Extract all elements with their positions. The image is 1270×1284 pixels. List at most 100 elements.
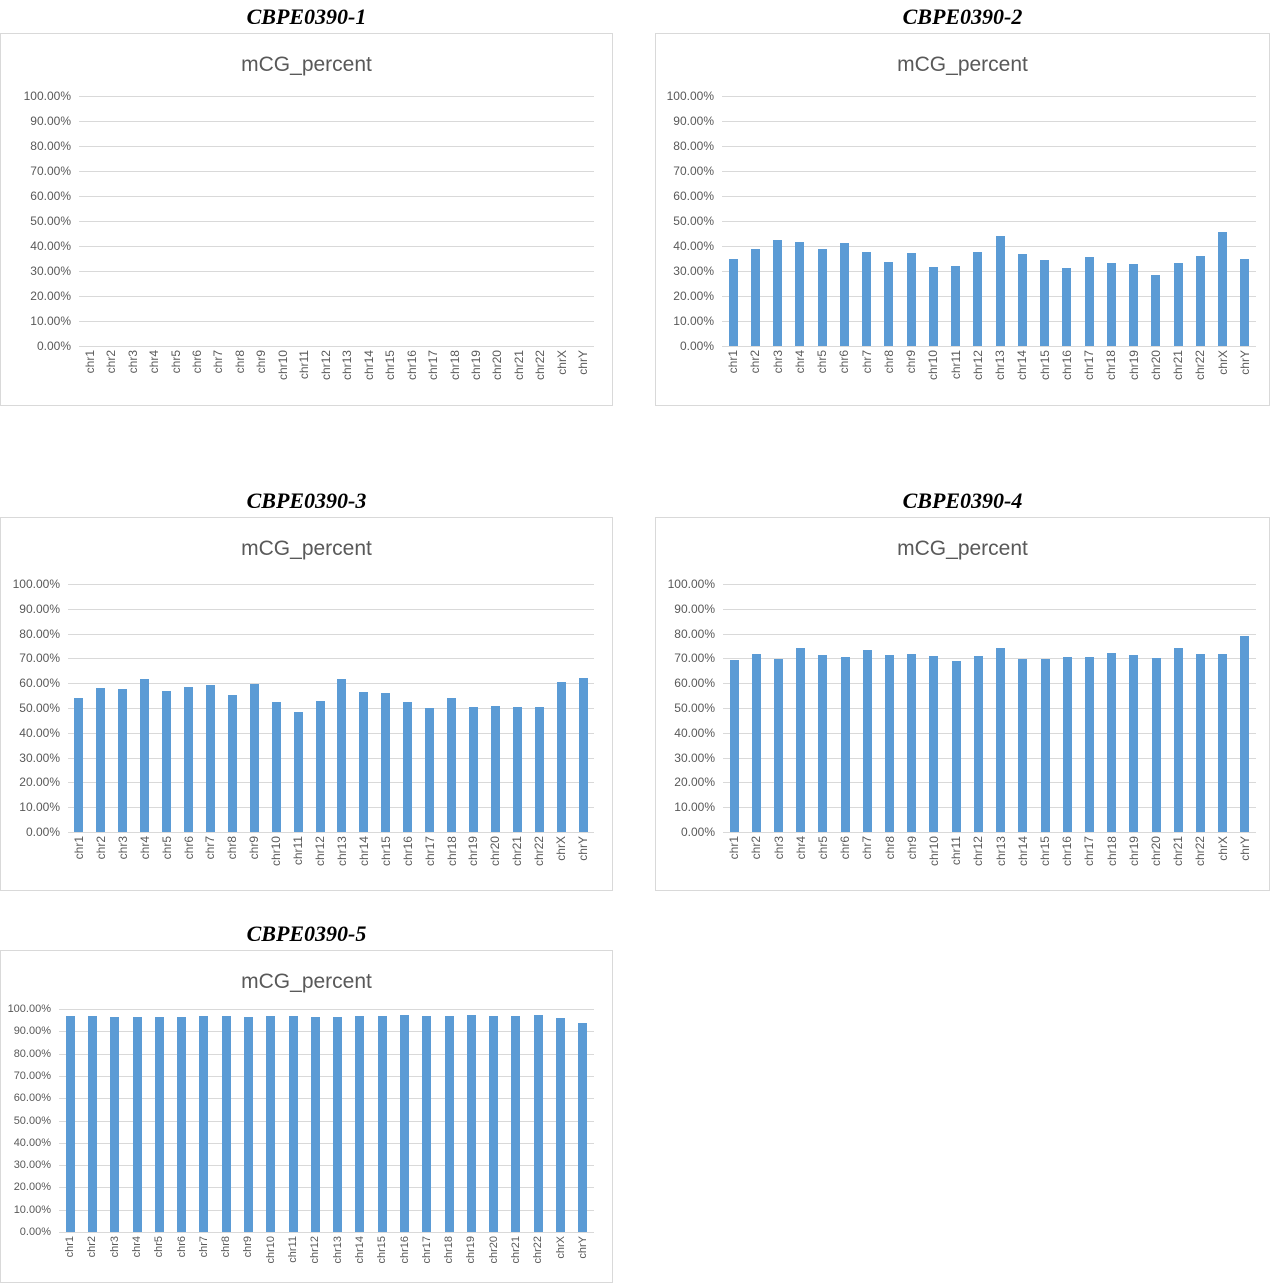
bar-chr11 [951,660,961,832]
bar-chr9 [907,653,917,832]
y-tick-label: 40.00% [673,239,714,253]
axis-title: mCG_percent [897,53,1028,76]
gridline [79,171,594,172]
gridline [723,683,1256,685]
x-tick-label-chrY: chrY [576,350,591,375]
x-tick-label-chr1: chr1 [71,836,86,860]
chart-panel: mCG_percent 0.00% 10.00% 20.00% 30.00% 40.00… [0,33,613,406]
y-tick-label: 20.00% [19,775,60,790]
bar-chr19 [1129,264,1139,346]
x-tick-label-chr9: chr9 [904,836,919,860]
gridline [79,96,594,97]
bar-chrX [556,1017,566,1232]
bar-chr19 [468,706,478,832]
bar-chr3 [773,239,783,346]
bar-chr20 [1151,658,1161,832]
x-tick-label-chr22: chr22 [533,350,548,381]
gridline [723,658,1256,660]
x-tick-label-chr3: chr3 [771,836,786,860]
x-tick-label-chr3: chr3 [125,350,140,374]
bar-chr16 [400,1015,410,1232]
x-tick-label-chr12: chr12 [971,836,986,867]
bar-chr4 [140,678,150,832]
x-tick-label-chr10: chr10 [275,350,290,381]
x-tick-label-chr13: chr13 [993,350,1008,381]
x-tick-label-chr15: chr15 [1037,350,1052,381]
gridline [59,1098,594,1100]
gridline [723,608,1256,610]
chart-title: CBPE0390-1 [246,4,367,29]
bar-chr12 [973,252,983,346]
bar-chr17 [1084,256,1094,346]
x-tick-label-chrX: chrX [554,836,569,861]
x-tick-label-chr8: chr8 [881,350,896,374]
bar-chr15 [1040,658,1050,832]
bar-chr9 [249,684,259,832]
x-tick-label-chr20: chr20 [1149,836,1164,867]
gridline [722,346,1256,347]
bar-chr9 [906,252,916,346]
bar-chr21 [1173,262,1183,346]
x-tick-label-chr22: chr22 [532,1236,545,1264]
bar-chr4 [796,647,806,832]
bar-chr14 [355,1015,365,1232]
y-tick-label: 50.00% [30,214,71,228]
y-tick-label: 50.00% [673,214,714,228]
bar-chr12 [310,1016,320,1232]
bar-chr16 [1062,267,1072,346]
x-tick-label-chr19: chr19 [468,350,483,381]
gridline [68,683,594,685]
x-tick-label-chr9: chr9 [254,350,269,374]
x-tick-label-chr21: chr21 [509,1236,522,1264]
gridline [722,146,1256,147]
chart-title: CBPE0390-4 [902,488,1023,513]
bar-chr1 [65,1016,75,1232]
gridline [79,296,594,297]
bar-chr22 [533,1015,543,1232]
x-tick-label-chr11: chr11 [287,1236,300,1263]
x-tick-label-chr10: chr10 [269,836,284,867]
x-tick-label-chr14: chr14 [353,1236,366,1264]
bar-chr10 [271,702,281,832]
x-tick-label-chr2: chr2 [749,836,764,860]
x-tick-label-chr15: chr15 [376,1236,389,1264]
y-tick-label: 60.00% [674,676,715,691]
chart-panel: mCG_percent 0.00% 10.00% 20.00% 30.00% 40.00… [655,517,1270,891]
gridline [722,96,1256,97]
y-tick-label: 20.00% [13,1181,51,1194]
x-tick-label-chr12: chr12 [309,1236,322,1264]
gridline [59,1009,594,1010]
x-tick-label-chr17: chr17 [426,350,441,381]
bar-chr21 [512,706,522,832]
x-tick-label-chr17: chr17 [1082,350,1097,381]
bar-chr6 [184,687,194,832]
bar-chr9 [243,1016,253,1232]
bar-chr10 [929,655,939,832]
gridline [723,757,1256,759]
x-tick-label-chr5: chr5 [153,1236,166,1258]
x-tick-label-chr9: chr9 [242,1236,255,1258]
x-tick-label-chr8: chr8 [220,1236,233,1258]
bar-chr10 [928,266,938,346]
x-tick-label-chr21: chr21 [510,836,525,867]
gridline [79,246,594,247]
y-tick-label: 30.00% [30,264,71,278]
bar-chrX [1218,232,1228,346]
chart-panel: mCG_percent 0.00% 10.00% 20.00% 30.00% 40.00… [655,33,1270,406]
y-tick-label: 90.00% [19,601,60,616]
x-tick-label-chr9: chr9 [247,836,262,860]
bar-chr20 [1151,274,1161,346]
y-tick-label: 90.00% [30,114,71,128]
x-tick-label-chr3: chr3 [770,350,785,374]
gridline [68,732,594,734]
chart-title: CBPE0390-2 [902,4,1023,29]
x-tick-label-chr21: chr21 [511,350,526,381]
x-tick-label-chr10: chr10 [264,1236,277,1264]
x-tick-label-chr14: chr14 [361,350,376,381]
y-tick-label: 80.00% [19,626,60,641]
x-tick-label-chr3: chr3 [108,1236,121,1258]
x-tick-label-chr18: chr18 [447,350,462,381]
bar-chr2 [96,688,106,832]
x-tick-label-chr19: chr19 [465,1236,478,1264]
x-tick-label-chr6: chr6 [837,350,852,374]
